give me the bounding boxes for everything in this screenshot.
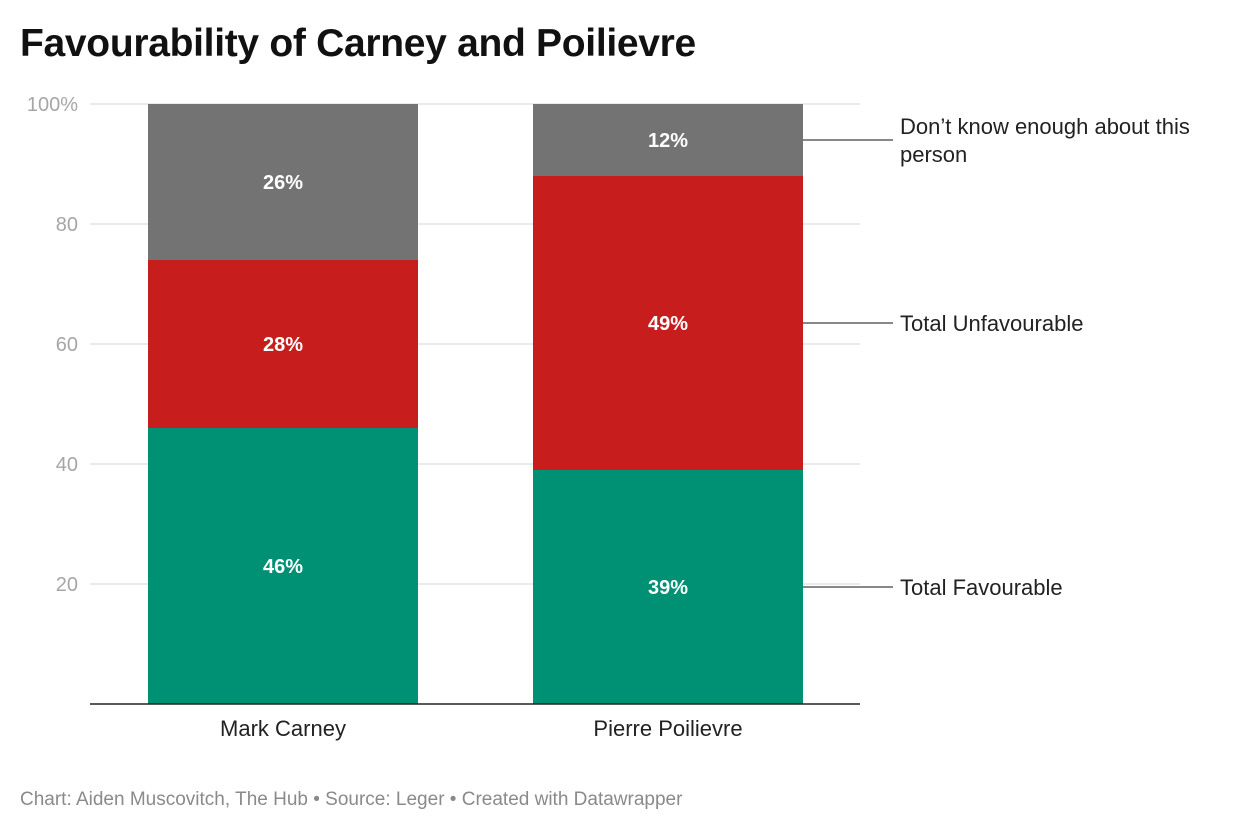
- chart-footer: Chart: Aiden Muscovitch, The Hub • Sourc…: [20, 789, 683, 810]
- bar-segment: [148, 104, 418, 260]
- bar-segment: [148, 260, 418, 428]
- legend-label: Total Unfavourable: [900, 311, 1083, 336]
- y-tick-label: 80: [56, 214, 78, 236]
- data-label: 28%: [263, 334, 303, 356]
- bar-segment: [533, 470, 803, 704]
- y-tick-label: 100%: [27, 94, 78, 116]
- legend-label: Total Favourable: [900, 575, 1063, 600]
- bar-segment: [533, 176, 803, 470]
- data-label: 49%: [648, 313, 688, 335]
- bar-segment: [533, 104, 803, 176]
- data-label: 12%: [648, 130, 688, 152]
- y-tick-label: 40: [56, 454, 78, 476]
- y-tick-label: 60: [56, 334, 78, 356]
- legend-label: Don’t know enough about this person: [900, 114, 1190, 167]
- x-tick-label: Mark Carney: [220, 716, 346, 741]
- x-tick-label: Pierre Poilievre: [593, 716, 742, 741]
- data-label: 39%: [648, 577, 688, 599]
- y-tick-label: 20: [56, 574, 78, 596]
- data-label: 26%: [263, 172, 303, 194]
- data-label: 46%: [263, 556, 303, 578]
- bar-segment: [148, 428, 418, 704]
- chart-title: Favourability of Carney and Poilievre: [20, 22, 696, 65]
